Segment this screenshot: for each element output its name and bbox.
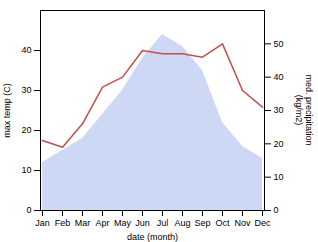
svg-text:Apr: Apr bbox=[95, 218, 109, 228]
svg-text:med. precipitation(kg/m2): med. precipitation(kg/m2) bbox=[294, 74, 314, 145]
svg-text:Feb: Feb bbox=[55, 218, 71, 228]
svg-text:0: 0 bbox=[26, 205, 31, 215]
svg-text:50: 50 bbox=[274, 39, 284, 49]
svg-text:40: 40 bbox=[21, 45, 31, 55]
svg-text:0: 0 bbox=[274, 205, 279, 215]
svg-text:Jul: Jul bbox=[157, 218, 169, 228]
svg-text:40: 40 bbox=[274, 72, 284, 82]
svg-text:30: 30 bbox=[21, 85, 31, 95]
svg-text:30: 30 bbox=[274, 105, 284, 115]
svg-text:Jan: Jan bbox=[35, 218, 50, 228]
svg-text:max temp (C): max temp (C) bbox=[2, 83, 12, 138]
svg-text:Sep: Sep bbox=[194, 218, 210, 228]
svg-text:10: 10 bbox=[21, 165, 31, 175]
svg-text:20: 20 bbox=[274, 139, 284, 149]
svg-text:20: 20 bbox=[21, 125, 31, 135]
svg-text:10: 10 bbox=[274, 172, 284, 182]
svg-text:Mar: Mar bbox=[75, 218, 91, 228]
svg-text:date (month): date (month) bbox=[127, 232, 178, 242]
svg-text:Oct: Oct bbox=[215, 218, 230, 228]
svg-text:Nov: Nov bbox=[234, 218, 251, 228]
svg-text:May: May bbox=[114, 218, 132, 228]
svg-text:Aug: Aug bbox=[174, 218, 190, 228]
svg-text:Jun: Jun bbox=[135, 218, 150, 228]
svg-text:Dec: Dec bbox=[254, 218, 271, 228]
